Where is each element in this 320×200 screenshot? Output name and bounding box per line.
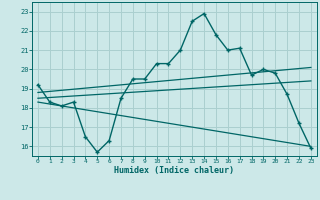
X-axis label: Humidex (Indice chaleur): Humidex (Indice chaleur) bbox=[115, 166, 234, 175]
